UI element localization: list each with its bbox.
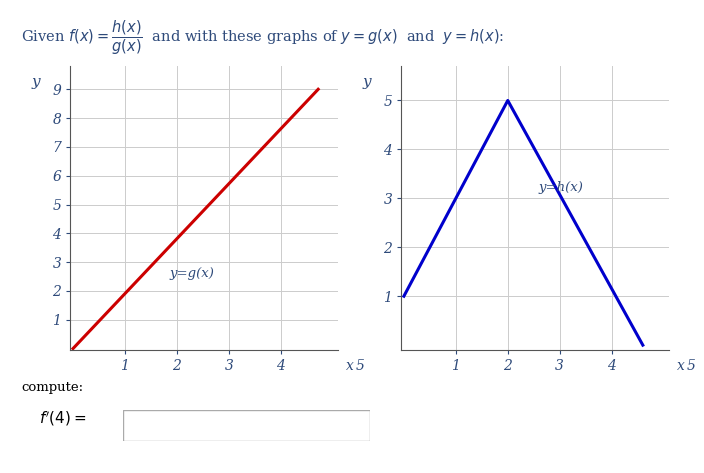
- Text: x: x: [346, 359, 354, 373]
- Text: 5: 5: [686, 359, 695, 373]
- Text: y=g(x): y=g(x): [169, 267, 214, 280]
- Text: x: x: [677, 359, 685, 373]
- Text: y: y: [362, 75, 371, 89]
- Text: 5: 5: [356, 359, 364, 373]
- Text: y: y: [31, 75, 40, 89]
- Text: compute:: compute:: [21, 381, 83, 394]
- Text: $f'(4) =$: $f'(4) =$: [39, 409, 87, 428]
- Text: Given $f(x) = \dfrac{h(x)}{g(x)}$  and with these graphs of $y = g(x)$  and  $y : Given $f(x) = \dfrac{h(x)}{g(x)}$ and wi…: [21, 19, 504, 58]
- FancyBboxPatch shape: [123, 410, 370, 441]
- Text: y=h(x): y=h(x): [539, 181, 584, 194]
